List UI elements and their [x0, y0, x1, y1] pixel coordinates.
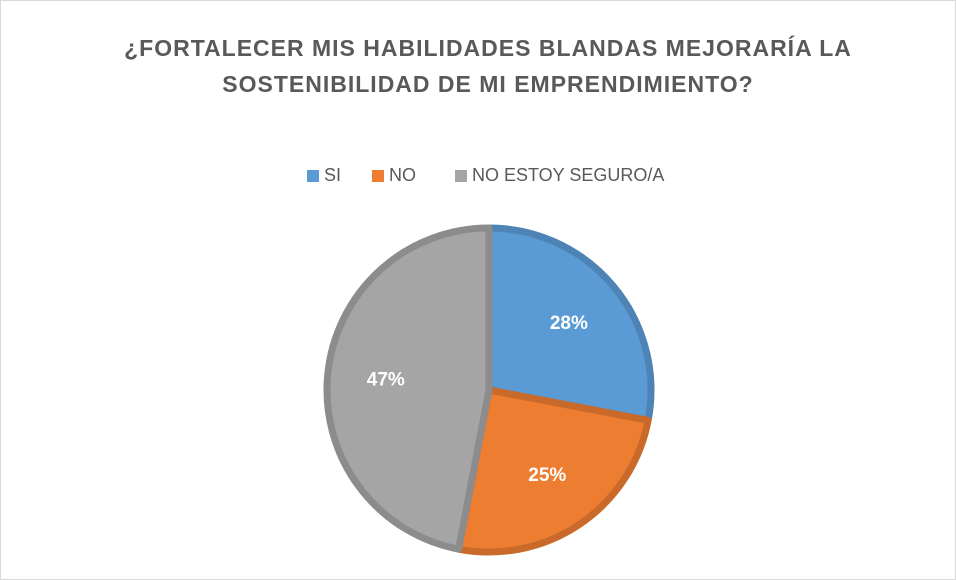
legend-label: SI [324, 165, 341, 185]
legend-swatch [307, 170, 319, 182]
pie-slice [323, 224, 493, 553]
legend-label: NO [389, 165, 416, 185]
pie-slice [485, 224, 655, 424]
legend-swatch [455, 170, 467, 182]
data-label: 28% [550, 313, 588, 334]
legend-swatch [372, 170, 384, 182]
legend-label: NO ESTOY SEGURO/A [472, 165, 664, 185]
chart-title: ¿FORTALECER MIS HABILIDADES BLANDAS MEJO… [124, 35, 852, 97]
pie-slice [455, 386, 652, 556]
data-label: 25% [528, 465, 566, 486]
data-label: 47% [367, 369, 405, 390]
